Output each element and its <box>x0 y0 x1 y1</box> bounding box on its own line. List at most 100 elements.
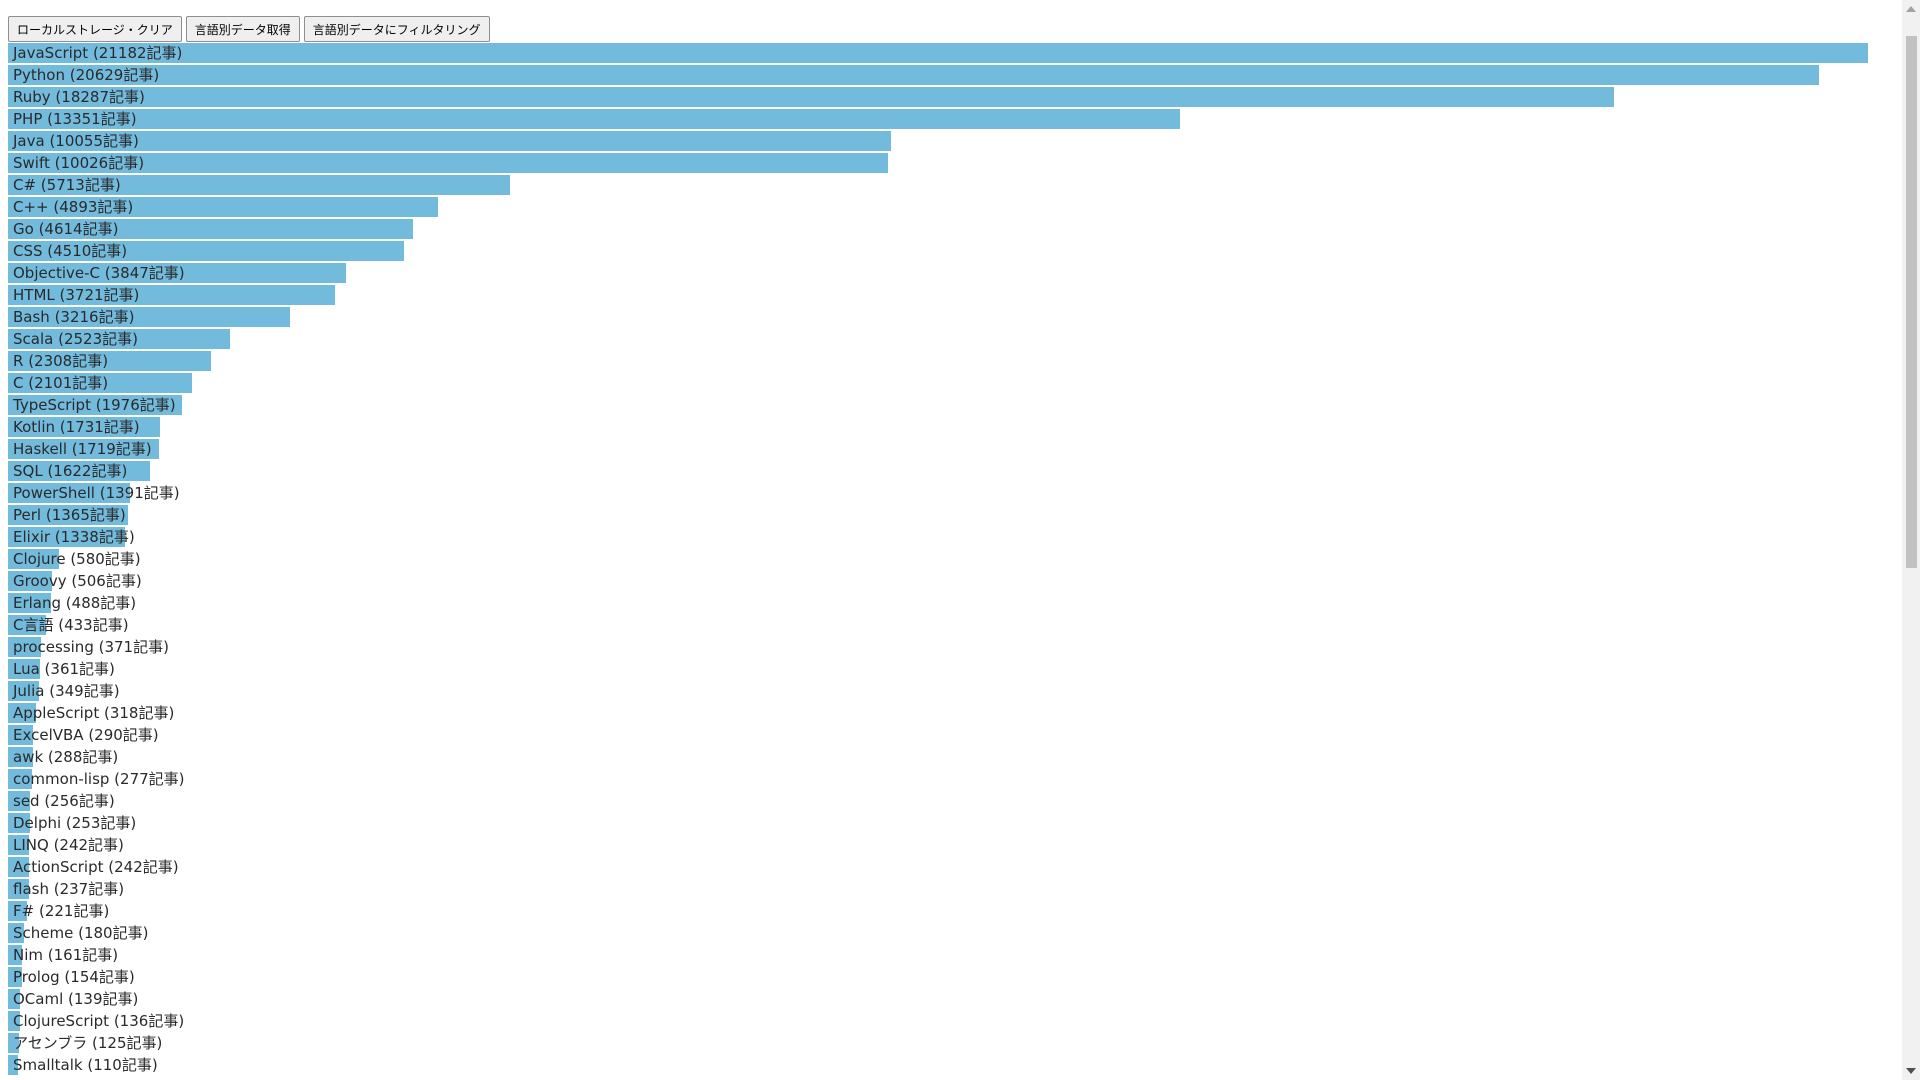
bar-label-6: C# (5713記事) <box>13 176 121 194</box>
bar-row-10: Objective-C (3847記事) <box>8 263 1868 285</box>
bar-13 <box>8 329 230 349</box>
bar-28 <box>8 659 40 679</box>
bar-37 <box>8 857 29 877</box>
bar-row-37: ActionScript (242記事) <box>8 857 1868 879</box>
bar-row-2: Ruby (18287記事) <box>8 87 1868 109</box>
bar-label-11: HTML (3721記事) <box>13 286 140 304</box>
bar-label-34: sed (256記事) <box>13 792 115 810</box>
scroll-down-arrow-icon[interactable] <box>1906 1068 1916 1074</box>
bar-row-8: Go (4614記事) <box>8 219 1868 241</box>
bar-row-17: Kotlin (1731記事) <box>8 417 1868 439</box>
bar-35 <box>8 813 30 833</box>
bar-40 <box>8 923 24 943</box>
bar-label-46: Smalltalk (110記事) <box>13 1056 158 1074</box>
bar-row-35: Delphi (253記事) <box>8 813 1868 835</box>
bar-24 <box>8 571 52 591</box>
bar-label-10: Objective-C (3847記事) <box>13 264 185 282</box>
bar-row-14: R (2308記事) <box>8 351 1868 373</box>
bar-row-40: Scheme (180記事) <box>8 923 1868 945</box>
vertical-scrollbar[interactable] <box>1902 0 1920 1080</box>
scroll-up-arrow-icon[interactable] <box>1906 6 1916 12</box>
bar-17 <box>8 417 160 437</box>
bar-39 <box>8 901 27 921</box>
bar-label-28: Lua (361記事) <box>13 660 115 678</box>
bar-6 <box>8 175 510 195</box>
bar-15 <box>8 373 192 393</box>
bar-label-43: OCaml (139記事) <box>13 990 139 1008</box>
bar-row-39: F# (221記事) <box>8 901 1868 923</box>
bar-label-42: Prolog (154記事) <box>13 968 135 986</box>
bar-label-40: Scheme (180記事) <box>13 924 149 942</box>
bar-row-46: Smalltalk (110記事) <box>8 1055 1868 1077</box>
bar-row-29: Julia (349記事) <box>8 681 1868 703</box>
bar-11 <box>8 285 335 305</box>
bar-41 <box>8 945 22 965</box>
bar-23 <box>8 549 59 569</box>
bar-16 <box>8 395 182 415</box>
bar-row-36: LINQ (242記事) <box>8 835 1868 857</box>
bar-21 <box>8 505 128 525</box>
bar-4 <box>8 131 891 151</box>
bar-row-3: PHP (13351記事) <box>8 109 1868 131</box>
scroll-thumb[interactable] <box>1906 36 1917 568</box>
bar-45 <box>8 1033 19 1053</box>
bar-row-21: Perl (1365記事) <box>8 505 1868 527</box>
bar-label-32: awk (288記事) <box>13 748 119 766</box>
fetch-language-data-button[interactable]: 言語別データ取得 <box>185 16 300 42</box>
bar-row-38: flash (237記事) <box>8 879 1868 901</box>
bar-row-26: C言語 (433記事) <box>8 615 1868 637</box>
bar-row-23: Clojure (580記事) <box>8 549 1868 571</box>
bar-32 <box>8 747 33 767</box>
bar-label-16: TypeScript (1976記事) <box>13 396 176 414</box>
bar-43 <box>8 989 20 1009</box>
bar-row-30: AppleScript (318記事) <box>8 703 1868 725</box>
bar-label-26: C言語 (433記事) <box>13 616 129 634</box>
bar-row-9: CSS (4510記事) <box>8 241 1868 263</box>
bar-row-5: Swift (10026記事) <box>8 153 1868 175</box>
bar-label-13: Scala (2523記事) <box>13 330 138 348</box>
bar-31 <box>8 725 33 745</box>
bar-0 <box>8 43 1868 63</box>
bar-33 <box>8 769 32 789</box>
bar-label-24: Groovy (506記事) <box>13 572 142 590</box>
bar-label-14: R (2308記事) <box>13 352 109 370</box>
bar-7 <box>8 197 438 217</box>
bar-row-20: PowerShell (1391記事) <box>8 483 1868 505</box>
bar-row-18: Haskell (1719記事) <box>8 439 1868 461</box>
bar-row-43: OCaml (139記事) <box>8 989 1868 1011</box>
bar-22 <box>8 527 125 547</box>
bar-row-7: C++ (4893記事) <box>8 197 1868 219</box>
bar-29 <box>8 681 39 701</box>
bar-1 <box>8 65 1819 85</box>
bar-row-1: Python (20629記事) <box>8 65 1868 87</box>
bar-label-37: ActionScript (242記事) <box>13 858 179 876</box>
bar-36 <box>8 835 29 855</box>
bar-label-38: flash (237記事) <box>13 880 125 898</box>
bar-label-5: Swift (10026記事) <box>13 154 145 172</box>
bar-label-45: アセンブラ (125記事) <box>13 1034 163 1052</box>
bar-19 <box>8 461 150 481</box>
bar-label-27: processing (371記事) <box>13 638 169 656</box>
bar-row-22: Elixir (1338記事) <box>8 527 1868 549</box>
bar-row-25: Erlang (488記事) <box>8 593 1868 615</box>
bar-label-29: Julia (349記事) <box>13 682 120 700</box>
bar-26 <box>8 615 46 635</box>
bar-label-12: Bash (3216記事) <box>13 308 135 326</box>
bar-30 <box>8 703 36 723</box>
toolbar: ローカルストレージ・クリア 言語別データ取得 言語別データにフィルタリング <box>8 16 490 42</box>
bar-row-15: C (2101記事) <box>8 373 1868 395</box>
bar-8 <box>8 219 413 239</box>
bar-row-11: HTML (3721記事) <box>8 285 1868 307</box>
filter-language-data-button[interactable]: 言語別データにフィルタリング <box>303 16 490 42</box>
bar-9 <box>8 241 404 261</box>
bar-46 <box>8 1055 18 1075</box>
bar-row-28: Lua (361記事) <box>8 659 1868 681</box>
bar-label-18: Haskell (1719記事) <box>13 440 152 458</box>
bar-label-20: PowerShell (1391記事) <box>13 484 180 502</box>
bar-label-15: C (2101記事) <box>13 374 109 392</box>
clear-local-storage-button[interactable]: ローカルストレージ・クリア <box>8 16 182 42</box>
bar-label-31: ExcelVBA (290記事) <box>13 726 159 744</box>
bar-10 <box>8 263 346 283</box>
bar-12 <box>8 307 290 327</box>
bar-label-2: Ruby (18287記事) <box>13 88 145 106</box>
